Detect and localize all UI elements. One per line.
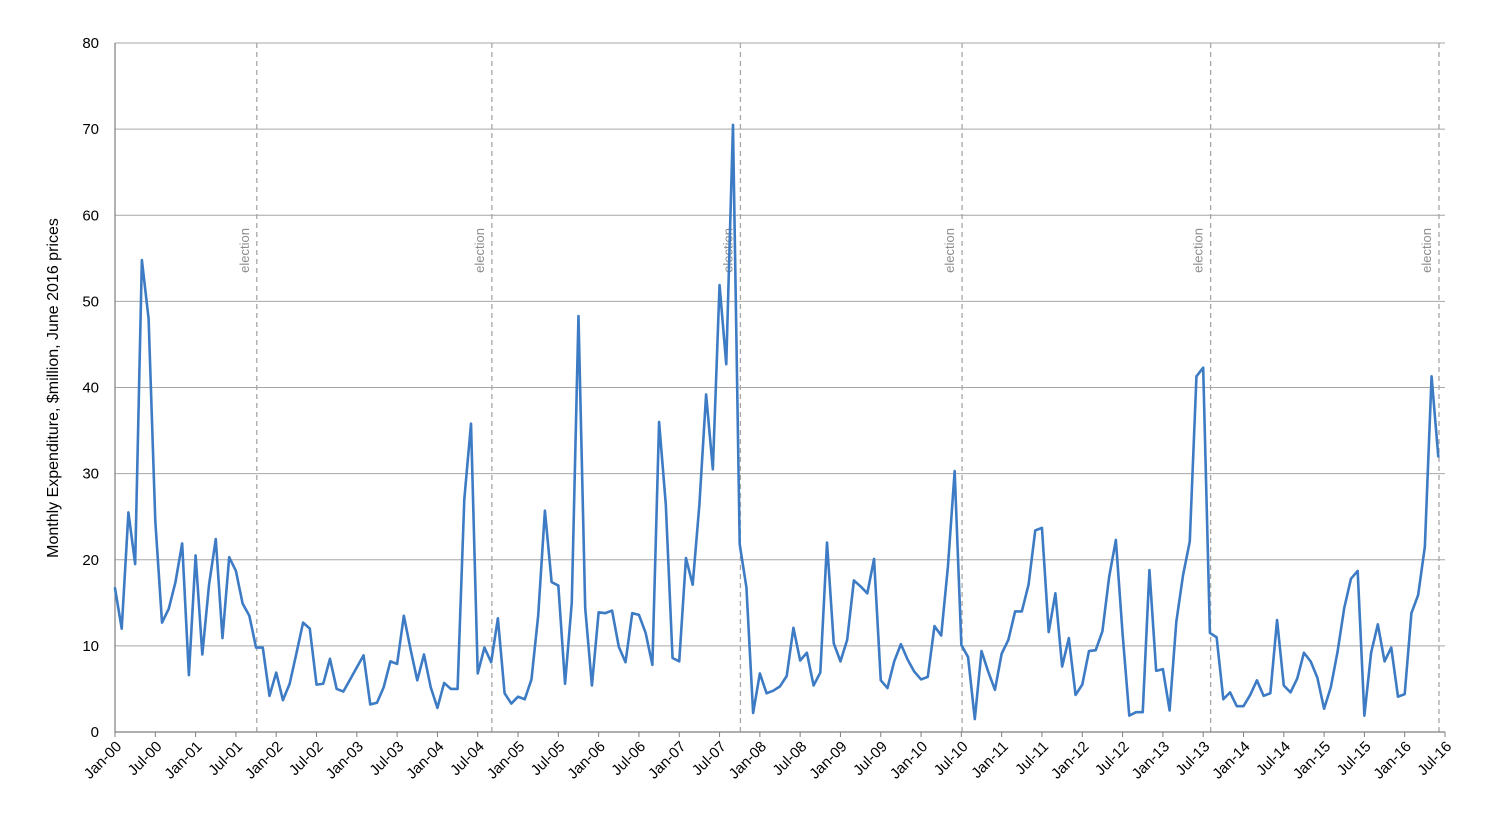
y-tick-label: 30 (82, 466, 99, 483)
x-tick-label: Jan-15 (1290, 738, 1334, 782)
election-label: election (472, 228, 487, 273)
x-tick-label: Jul-02 (286, 738, 327, 779)
x-tick-label: Jan-11 (968, 738, 1012, 782)
y-tick-label: 20 (82, 552, 99, 569)
x-tick-label: Jan-08 (726, 738, 770, 782)
x-tick-label: Jul-16 (1414, 738, 1455, 779)
x-tick-label: Jul-00 (125, 738, 166, 779)
election-markers: election election election election election… (237, 43, 1440, 732)
y-tick-label: 10 (82, 638, 99, 655)
y-tick-label: 40 (82, 380, 99, 397)
x-tick-label: Jan-05 (484, 738, 528, 782)
x-tick-label: Jan-02 (242, 738, 286, 782)
election-label: election (1191, 228, 1206, 273)
y-tick-label: 50 (82, 293, 99, 310)
x-tick-label: Jul-15 (1334, 738, 1375, 779)
x-tick-label: Jul-07 (689, 738, 730, 779)
x-tick-label: Jul-09 (850, 738, 891, 779)
x-tick-label: Jan-01 (161, 738, 205, 782)
x-tick-label: Jan-12 (1048, 738, 1092, 782)
x-tick-label: Jan-00 (81, 738, 125, 782)
y-tick-label: 70 (82, 121, 99, 138)
axes (114, 43, 1446, 737)
election-label: election (237, 228, 252, 273)
x-tick-label: Jul-12 (1092, 738, 1133, 779)
x-tick-label: Jul-06 (608, 738, 649, 779)
election-label: election (720, 228, 735, 273)
x-tick-label: Jul-05 (528, 738, 569, 779)
y-tick-label: 80 (82, 35, 99, 52)
series-line-0 (113, 123, 1440, 721)
x-tick-label: Jan-07 (645, 738, 689, 782)
x-tick-label: Jul-14 (1253, 738, 1294, 779)
y-tick-label: 60 (82, 207, 99, 224)
y-axis-title: Monthly Expenditure, $million, June 2016… (45, 218, 62, 558)
series-layer (113, 123, 1440, 721)
x-tick-label: Jan-09 (806, 738, 850, 782)
x-tick-label: Jul-10 (931, 738, 972, 779)
x-tick-label: Jul-11 (1012, 738, 1052, 778)
election-label: election (942, 228, 957, 273)
election-label: election (1419, 228, 1434, 273)
x-tick-label: Jan-16 (1370, 738, 1414, 782)
x-tick-label: Jan-10 (887, 738, 931, 782)
x-tick-label: Jul-13 (1172, 738, 1213, 779)
x-tick-label: Jul-03 (366, 738, 407, 779)
x-tick-label: Jan-13 (1129, 738, 1173, 782)
gridlines (115, 42, 1445, 647)
x-tick-label: Jul-04 (447, 738, 488, 779)
y-tick-label: 0 (91, 724, 99, 741)
x-tick-label: Jul-01 (205, 738, 246, 779)
x-tick-label: Jan-03 (323, 738, 367, 782)
x-tick-label: Jan-14 (1209, 738, 1253, 782)
x-tick-label: Jan-06 (564, 738, 608, 782)
x-tick-label: Jul-08 (769, 738, 810, 779)
x-tick-label: Jan-04 (403, 738, 447, 782)
